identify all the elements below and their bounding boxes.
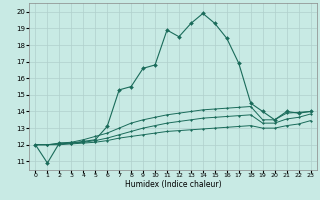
X-axis label: Humidex (Indice chaleur): Humidex (Indice chaleur) [125,180,221,189]
